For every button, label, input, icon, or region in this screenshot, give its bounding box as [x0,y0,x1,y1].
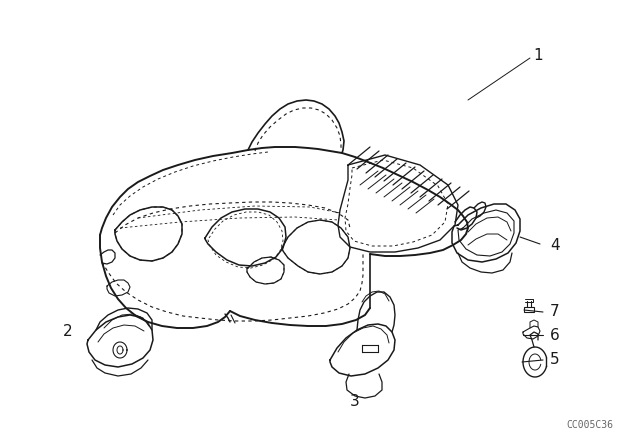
Text: CC005C36: CC005C36 [566,420,614,430]
Text: 7: 7 [550,305,560,319]
Text: 6: 6 [550,327,560,343]
Text: 4: 4 [550,237,560,253]
Bar [524,307,534,312]
Text: 1: 1 [533,47,543,63]
Text: 2: 2 [63,324,73,340]
Text: 3: 3 [350,395,360,409]
Text: 5: 5 [550,353,560,367]
